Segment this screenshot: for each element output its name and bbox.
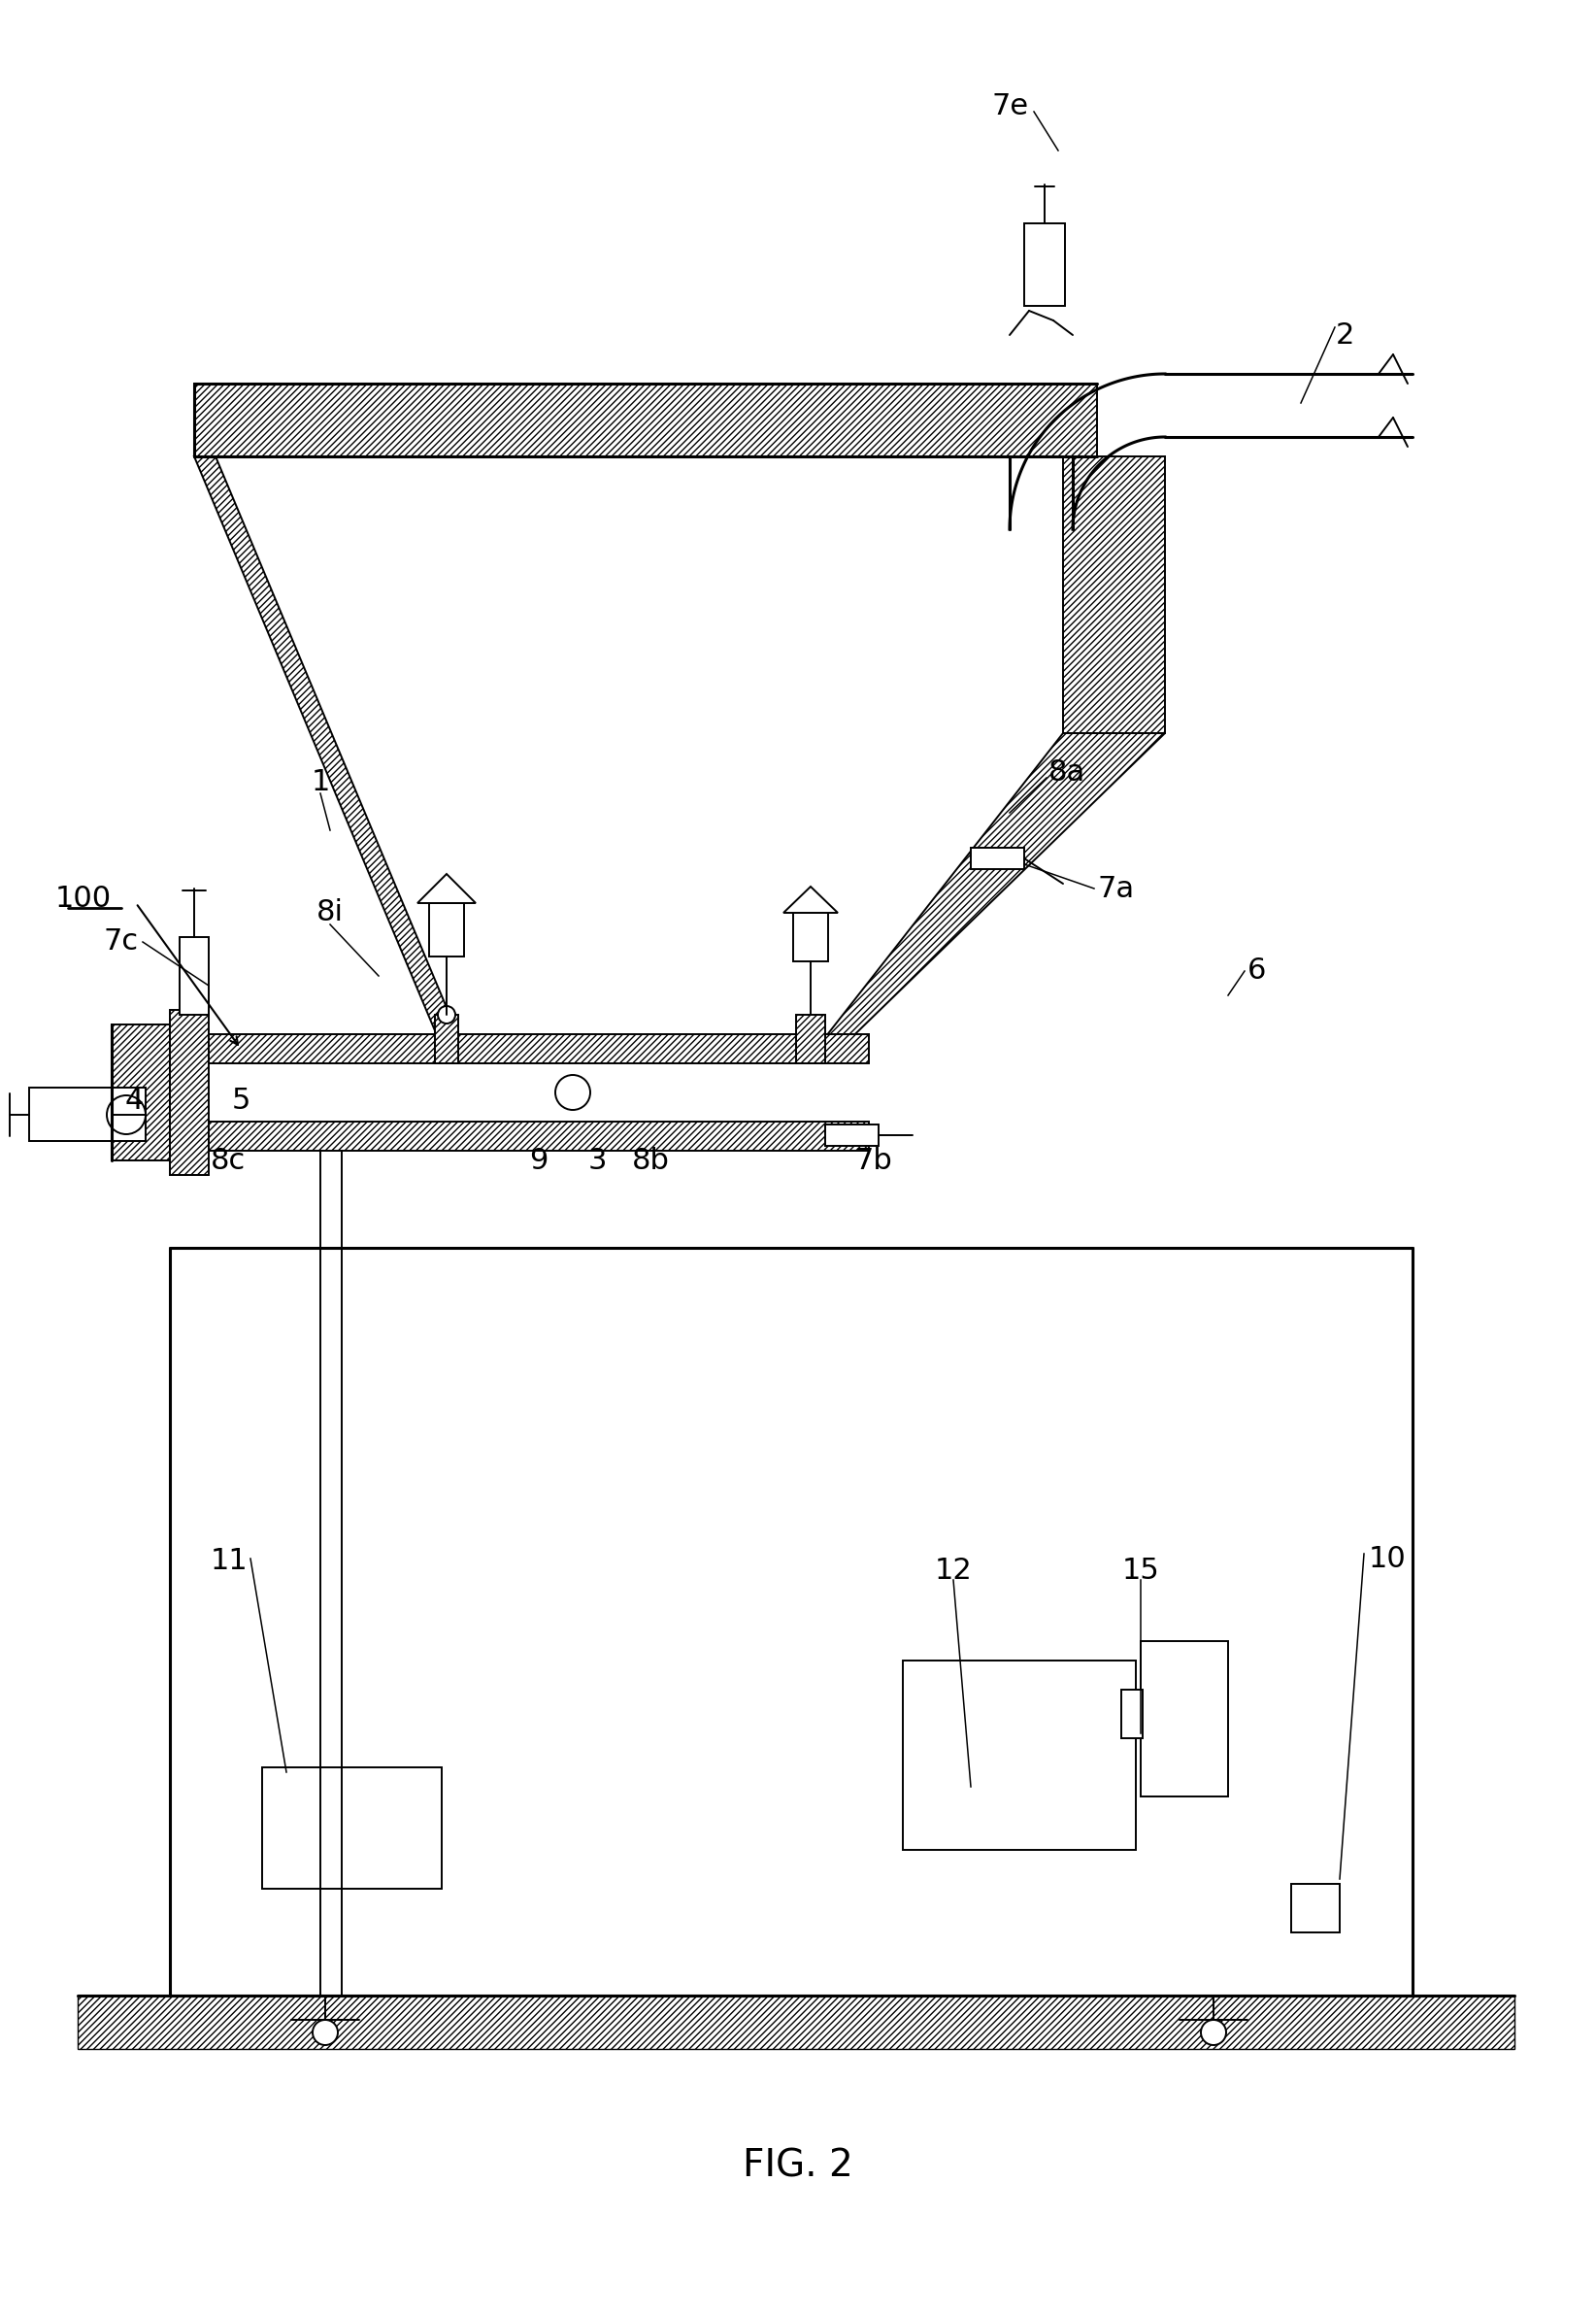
Text: 15: 15 [1122,1556,1160,1584]
Polygon shape [436,1014,458,1063]
Bar [1122,1691,1143,1739]
Polygon shape [809,734,1165,1058]
Text: 1: 1 [311,767,330,797]
Bar [180,938,209,1014]
Polygon shape [112,1024,169,1160]
Polygon shape [796,1014,825,1063]
Circle shape [555,1075,591,1109]
Bar [1025,222,1065,306]
Text: 8c: 8c [211,1146,246,1174]
Bar [903,1661,1136,1850]
Text: 8a: 8a [1049,757,1085,785]
Text: FIG. 2: FIG. 2 [742,2147,854,2184]
Circle shape [437,1005,455,1024]
Polygon shape [418,873,476,903]
Text: 9: 9 [530,1146,547,1174]
Text: 2: 2 [1336,322,1353,350]
Text: 7b: 7b [855,1146,892,1174]
Bar [262,1767,442,1890]
Polygon shape [1063,456,1165,734]
Polygon shape [784,887,838,913]
Bar [29,1089,145,1142]
Text: 5: 5 [231,1086,251,1114]
Circle shape [1200,2020,1226,2045]
Text: 7e: 7e [993,93,1029,120]
Bar [793,913,828,961]
Polygon shape [169,1035,868,1063]
Polygon shape [195,456,468,1058]
Text: 11: 11 [211,1547,247,1575]
Text: 12: 12 [935,1556,972,1584]
Polygon shape [169,1010,209,1174]
Bar [1291,1883,1339,1932]
Text: 8i: 8i [316,899,343,926]
Text: 10: 10 [1369,1545,1406,1573]
Text: 8b: 8b [632,1146,669,1174]
Bar [429,903,464,957]
Circle shape [313,2020,338,2045]
Text: 6: 6 [1248,957,1266,984]
Bar [1141,1642,1227,1797]
Text: 4: 4 [124,1086,144,1114]
Bar [970,848,1025,868]
Bar [825,1126,878,1146]
Polygon shape [169,1121,868,1151]
Polygon shape [78,1996,1515,2050]
Text: 7c: 7c [104,929,139,957]
Text: 3: 3 [587,1146,606,1174]
Polygon shape [195,384,1096,456]
Text: 100: 100 [56,885,112,913]
Text: 7a: 7a [1096,875,1135,903]
Circle shape [107,1095,145,1135]
